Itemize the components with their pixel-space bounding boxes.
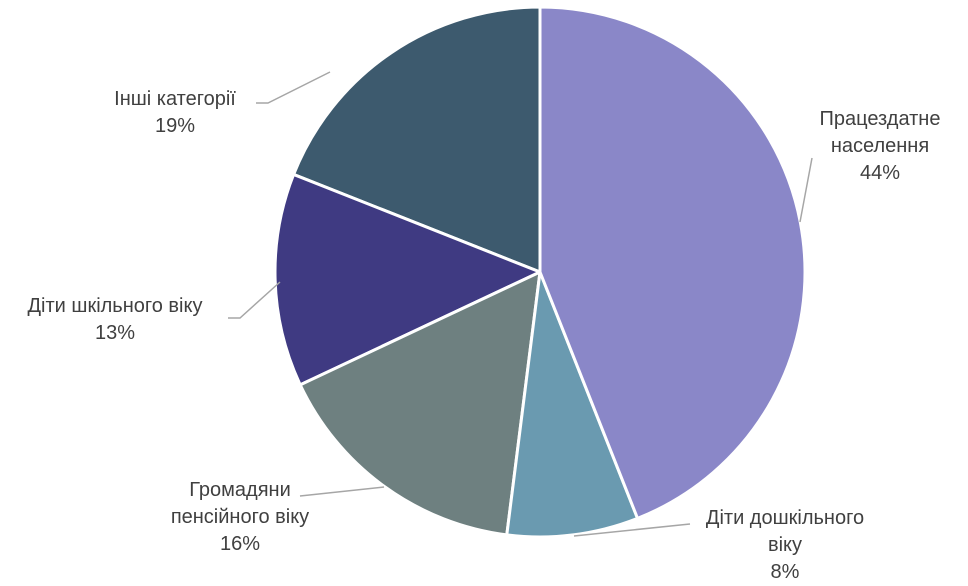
- leader-line: [256, 71, 331, 104]
- category-label: Діти дошкільного віку: [705, 507, 865, 556]
- pie-slice: [291, 5, 542, 275]
- value-label: 16%: [219, 533, 261, 555]
- value-label: 13%: [94, 322, 136, 344]
- pie-slice: [505, 271, 640, 539]
- slice-label: Громадяни пенсійного віку 16%: [155, 477, 325, 558]
- value-label: 8%: [770, 561, 800, 583]
- category-label: Діти шкільного віку: [27, 295, 203, 317]
- category-label: Громадяни пенсійного віку: [170, 479, 310, 528]
- value-label: 19%: [154, 115, 196, 137]
- slice-label: Діти шкільного віку 13%: [0, 293, 230, 347]
- pie-slice: [273, 172, 544, 387]
- pie-slice: [538, 5, 807, 521]
- slice-label: Працездатне населення 44%: [805, 106, 955, 187]
- leader-line: [228, 281, 281, 319]
- leader-line: [799, 157, 813, 223]
- slice-label: Діти дошкільного віку 8%: [690, 505, 880, 586]
- pie-slice: [298, 269, 542, 537]
- category-label: Працездатне населення: [819, 108, 941, 157]
- value-label: 44%: [859, 162, 901, 184]
- slice-label: Інші категорії 19%: [85, 86, 265, 140]
- category-label: Інші категорії: [114, 88, 236, 110]
- leader-line: [573, 523, 691, 537]
- leader-line: [299, 486, 385, 497]
